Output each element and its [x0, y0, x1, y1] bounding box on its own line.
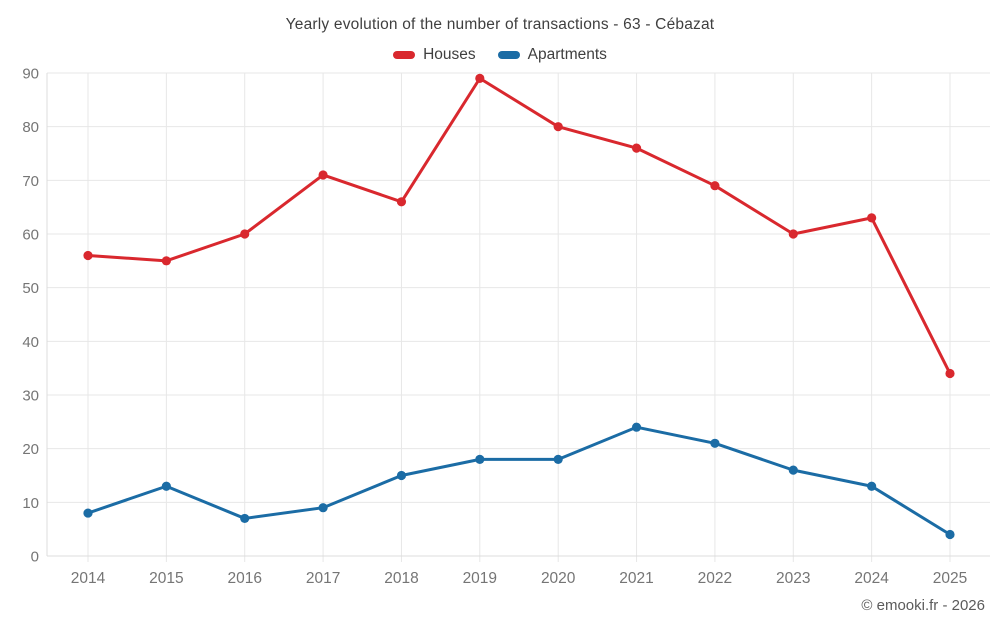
legend-label-houses: Houses	[423, 46, 476, 63]
legend-label-apartments: Apartments	[527, 46, 607, 63]
houses-point-2022[interactable]	[710, 181, 720, 191]
x-tick-label: 2019	[463, 570, 497, 587]
houses-point-2020[interactable]	[553, 122, 563, 132]
watermark: © emooki.fr - 2026	[861, 597, 985, 614]
chart-title: Yearly evolution of the number of transa…	[285, 16, 715, 33]
apartments-point-2025[interactable]	[945, 529, 955, 540]
y-tick-label: 30	[22, 388, 39, 405]
x-tick-label: 2018	[384, 570, 418, 587]
y-tick-label: 0	[31, 549, 39, 566]
x-tick-label: 2021	[619, 570, 653, 587]
x-tick-label: 2023	[776, 570, 810, 587]
houses-point-2018[interactable]	[396, 197, 407, 207]
y-tick-label: 20	[22, 441, 39, 458]
y-tick-label: 40	[22, 334, 39, 351]
apartments-point-2016[interactable]	[240, 513, 250, 524]
chart-legend: Houses Apartments	[0, 46, 1000, 64]
houses-point-2016[interactable]	[240, 229, 250, 239]
houses-point-2025[interactable]	[945, 368, 955, 379]
x-tick-label: 2017	[306, 570, 340, 587]
apartments-point-2014[interactable]	[83, 508, 93, 518]
y-tick-label: 90	[22, 66, 39, 83]
x-tick-label: 2022	[698, 570, 732, 587]
x-tick-label: 2014	[71, 570, 106, 587]
apartments-line	[86, 425, 952, 537]
apartments-legend-marker-icon	[497, 51, 520, 59]
legend-item-houses[interactable]: Houses	[393, 46, 476, 64]
y-tick-label: 10	[22, 495, 39, 512]
x-tick-label: 2020	[541, 570, 576, 587]
y-tick-label: 60	[22, 227, 39, 244]
houses-point-2019[interactable]	[475, 73, 485, 83]
x-tick-label: 2015	[149, 570, 183, 587]
apartments-point-2015[interactable]	[161, 481, 171, 491]
x-tick-label: 2024	[854, 570, 889, 587]
apartments-point-2017[interactable]	[318, 503, 328, 513]
houses-point-2015[interactable]	[161, 256, 171, 266]
houses-point-2021[interactable]	[631, 143, 642, 153]
apartments-point-2019[interactable]	[475, 454, 485, 464]
y-tick-label: 80	[22, 119, 39, 136]
houses-point-2017[interactable]	[318, 170, 328, 180]
houses-point-2014[interactable]	[83, 250, 93, 261]
houses-legend-marker-icon	[393, 51, 416, 59]
apartments-point-2024[interactable]	[867, 481, 877, 491]
apartments-point-2022[interactable]	[710, 438, 720, 448]
y-tick-label: 50	[22, 280, 39, 297]
houses-line	[86, 76, 952, 376]
houses-point-2024[interactable]	[867, 213, 877, 223]
x-tick-label: 2025	[933, 570, 967, 587]
apartments-point-2021[interactable]	[631, 422, 642, 432]
apartments-point-2018[interactable]	[396, 470, 407, 481]
apartments-point-2023[interactable]	[788, 465, 798, 475]
x-tick-label: 2016	[227, 570, 261, 587]
y-tick-label: 70	[22, 173, 39, 190]
houses-point-2023[interactable]	[788, 229, 798, 239]
legend-item-apartments[interactable]: Apartments	[497, 46, 607, 64]
apartments-point-2020[interactable]	[553, 454, 563, 464]
